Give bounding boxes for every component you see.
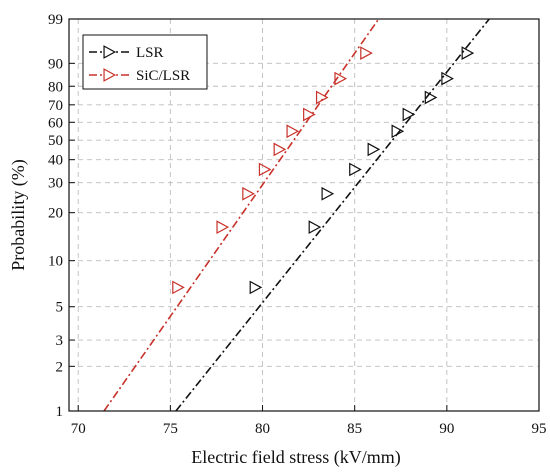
x-tick-label: 90 — [439, 421, 454, 437]
data-point — [461, 46, 475, 60]
data-point — [441, 71, 454, 86]
x-tick-label: 85 — [347, 421, 362, 437]
legend-label: SiC/LSR — [136, 68, 190, 84]
y-tick-label: 99 — [48, 12, 63, 28]
data-point — [172, 280, 185, 295]
y-tick-label: 3 — [56, 333, 64, 349]
data-point — [242, 186, 255, 201]
x-axis-ticks: 70 75 80 85 90 95 — [71, 405, 547, 437]
data-point — [424, 90, 438, 105]
x-axis-label: Electric field stress (kV/mm) — [191, 447, 400, 468]
data-point — [402, 107, 416, 122]
data-point — [273, 142, 287, 157]
x-tick-label: 70 — [71, 421, 86, 437]
data-point — [258, 162, 272, 177]
y-tick-label: 60 — [48, 115, 63, 131]
data-point — [367, 142, 381, 157]
y-tick-label: 2 — [56, 359, 64, 375]
data-markers — [172, 46, 475, 295]
grid — [69, 19, 539, 411]
y-tick-label: 5 — [56, 300, 64, 316]
data-point — [391, 124, 405, 139]
legend-marker — [103, 45, 117, 59]
x-tick-label: 95 — [532, 421, 547, 437]
legend-label: LSR — [136, 45, 164, 61]
x-tick-label: 75 — [163, 421, 178, 437]
y-tick-label: 40 — [48, 153, 63, 169]
y-tick-label: 1 — [56, 404, 64, 420]
data-point — [349, 162, 362, 177]
legend: LSR SiC/LSR — [82, 34, 208, 90]
y-tick-label: 70 — [48, 98, 63, 114]
y-tick-label: 30 — [48, 176, 63, 192]
data-point — [216, 220, 230, 235]
y-tick-label: 90 — [48, 56, 63, 72]
legend-marker — [103, 68, 117, 82]
data-point — [315, 90, 329, 105]
y-tick-label: 50 — [48, 133, 63, 149]
y-tick-label: 10 — [48, 254, 63, 270]
x-tick-label: 80 — [255, 421, 270, 437]
y-tick-label: 80 — [48, 79, 63, 95]
data-point — [321, 186, 335, 201]
y-tick-label: 20 — [48, 206, 63, 222]
fit-line-lsr — [175, 18, 490, 412]
fit-lines — [103, 18, 490, 412]
data-point — [360, 46, 373, 60]
plot-frame — [68, 18, 540, 412]
data-point — [249, 280, 263, 295]
data-point — [334, 71, 348, 86]
data-point — [286, 124, 300, 139]
y-axis-label: Probability (%) — [8, 159, 29, 270]
data-point — [303, 107, 316, 122]
data-point — [308, 220, 322, 235]
